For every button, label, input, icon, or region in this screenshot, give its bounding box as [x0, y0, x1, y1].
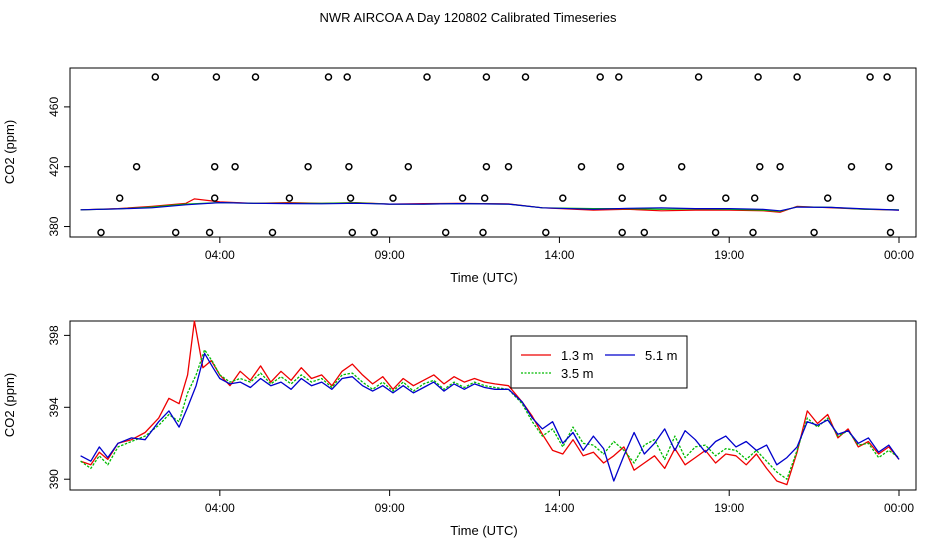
calibration-point — [618, 194, 626, 202]
panel-bottom: 04:00 09:00 14:00 19:00 00:00 390 394 398 Time… — [2, 320, 917, 538]
bottom-x-tick-label: 19:00 — [714, 501, 744, 515]
calibration-point — [132, 162, 141, 171]
top-x-tick-label: 19:00 — [714, 248, 744, 262]
calibration-point — [251, 73, 260, 81]
calibration-point — [480, 194, 489, 202]
plot-frame-bottom — [69, 320, 917, 491]
bottom-y-tick-label: 398 — [47, 325, 61, 345]
calibration-point — [423, 73, 431, 81]
calibration-point — [231, 162, 239, 171]
calibration-point — [640, 228, 649, 237]
calibration-point — [711, 228, 720, 237]
calibration-point — [268, 228, 277, 237]
bottom-x-tick-label: 09:00 — [375, 501, 405, 515]
calibration-point — [886, 228, 895, 237]
calibration-point — [482, 73, 491, 81]
calibration-point — [210, 162, 219, 171]
legend-label-3-5m: 3.5 m — [561, 366, 594, 381]
series-line-3-5-m — [80, 349, 900, 480]
x-axis-label-top: Time (UTC) — [450, 270, 517, 285]
legend: 1.3 m 3.5 m 5.1 m — [510, 335, 688, 389]
calibration-point — [659, 194, 667, 202]
calibration-point — [345, 162, 353, 171]
calibration-point — [441, 228, 450, 237]
bottom-x-tick-label: 04:00 — [205, 501, 235, 515]
calibration-point — [885, 162, 893, 171]
calibration-point — [370, 228, 379, 237]
calibration-point — [542, 228, 550, 237]
calibration-point — [694, 73, 703, 81]
calibration-point — [324, 73, 333, 81]
plot-frame-top — [69, 67, 917, 238]
calibration-point — [115, 194, 124, 202]
top-x-tick-label: 00:00 — [884, 248, 914, 262]
calibration-point — [404, 162, 413, 171]
bottom-y-tick-label: 390 — [47, 469, 61, 489]
calibration-point — [754, 73, 762, 81]
calibration-point — [756, 162, 764, 171]
calibration-point — [348, 228, 357, 237]
calibration-point — [618, 228, 626, 237]
calibration-point — [866, 73, 874, 81]
series-line-5-1-m — [80, 352, 900, 482]
y-axis-label-bottom: CO2 (ppm) — [2, 373, 17, 437]
calibration-point — [521, 73, 530, 81]
x-axis-label-bottom: Time (UTC) — [450, 523, 517, 538]
calibration-point — [479, 228, 487, 237]
calibration-point — [793, 73, 801, 81]
top-y-tick-label: 420 — [47, 156, 61, 176]
calibration-point — [346, 194, 355, 202]
calibration-point — [343, 73, 351, 81]
top-x-tick-label: 14:00 — [544, 248, 574, 262]
calibration-point — [616, 162, 625, 171]
calibration-point — [504, 162, 513, 171]
calibration-point — [97, 228, 105, 237]
y-axis-label-top: CO2 (ppm) — [2, 120, 17, 184]
calibration-point — [482, 162, 491, 171]
calibration-point — [210, 194, 219, 202]
calibration-point — [615, 73, 623, 81]
calibration-point — [749, 228, 757, 237]
calibration-point — [458, 194, 467, 202]
top-series-line-5-1-m — [80, 201, 900, 212]
calibration-point — [810, 228, 818, 237]
bottom-y-tick-label: 394 — [47, 397, 61, 417]
calibration-point — [559, 194, 567, 202]
calibration-point — [304, 162, 312, 171]
calibration-point — [389, 194, 397, 202]
calibration-point — [212, 73, 221, 81]
legend-label-5-1m: 5.1 m — [645, 348, 678, 363]
calibration-point — [596, 73, 604, 81]
bottom-x-tick-label: 14:00 — [544, 501, 574, 515]
calibration-point — [285, 194, 294, 202]
calibration-point — [151, 73, 160, 81]
chart-title: NWR AIRCOA A Day 120802 Calibrated Times… — [320, 10, 617, 25]
panel-top: 04:00 09:00 14:00 19:00 00:00 380 420 460 Time… — [2, 67, 917, 285]
calibration-point — [577, 162, 586, 171]
top-x-tick-label: 09:00 — [375, 248, 405, 262]
calibration-point — [883, 73, 891, 81]
top-y-tick-label: 460 — [47, 97, 61, 117]
calibration-point — [847, 162, 856, 171]
legend-label-1-3m: 1.3 m — [561, 348, 594, 363]
calibration-point — [776, 162, 784, 171]
calibration-point — [750, 194, 759, 202]
legend-box — [510, 335, 688, 389]
calibration-point — [823, 194, 832, 202]
calibration-point — [677, 162, 686, 171]
top-x-tick-label: 04:00 — [205, 248, 235, 262]
calibration-point — [886, 194, 895, 202]
calibration-point — [171, 228, 180, 237]
top-y-tick-label: 380 — [47, 216, 61, 236]
calibration-point — [722, 194, 730, 202]
bottom-x-tick-label: 00:00 — [884, 501, 914, 515]
calibration-point — [205, 228, 214, 237]
series-line-1-3-m — [80, 320, 900, 486]
